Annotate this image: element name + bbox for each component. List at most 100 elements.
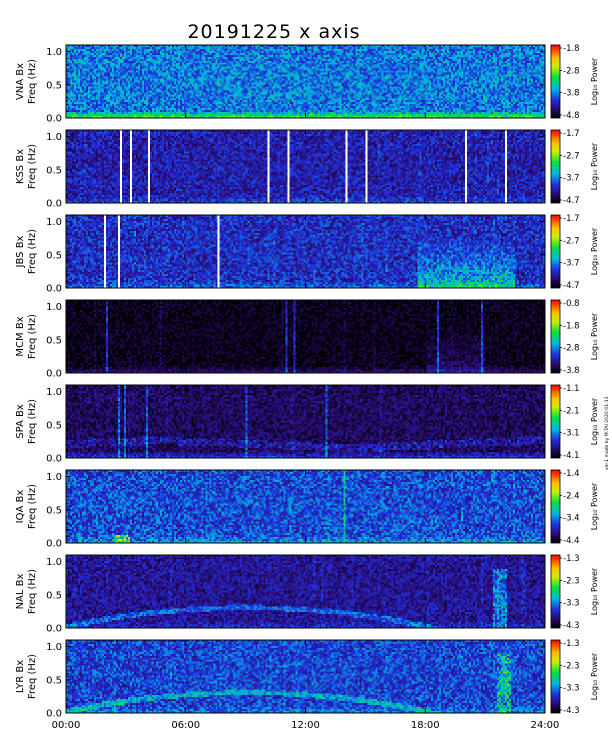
spectrogram-panel: 0.0 0.5 1.0 LYR Bx Freq (Hz) -1.3 -2.3 -3.3 -4.3… (15, 639, 599, 720)
y-tick-label: 0.0 (46, 454, 62, 465)
station-label: MCM Bx (15, 316, 26, 356)
colorbar-label: Log₁₀ Power (590, 312, 599, 360)
y-tick-label: 0.0 (46, 284, 62, 295)
y-axis-label: Freq (Hz) (27, 229, 38, 274)
colorbar (550, 299, 561, 374)
colorbar-label: Log₁₀ Power (590, 652, 599, 700)
y-tick-label: 0.0 (46, 709, 62, 720)
station-label: VNA Bx (15, 63, 26, 100)
station-label: NAL Bx (15, 573, 26, 609)
colorbar-tick-label: -2.8 (563, 344, 580, 354)
y-tick-label: 0.0 (46, 624, 62, 635)
station-label: SPA Bx (15, 404, 26, 439)
y-tick-label: 0.0 (46, 539, 62, 550)
station-label: IQA Bx (15, 490, 26, 524)
colorbar-tick-label: -3.7 (563, 174, 580, 184)
colorbar-tick-label: -3.3 (563, 599, 580, 609)
colorbar-tick-label: -2.8 (563, 66, 580, 76)
colorbar (550, 639, 561, 714)
station-label: LYR Bx (15, 660, 26, 693)
colorbar-tick-label: -4.3 (563, 706, 580, 716)
y-tick-label: 1.0 (46, 132, 62, 143)
colorbar-tick-label: -4.7 (563, 196, 580, 206)
colorbar-tick-label: -4.1 (563, 451, 580, 461)
colorbar-tick-label: -3.8 (563, 89, 580, 99)
colorbar-label: Log₁₀ Power (590, 482, 599, 530)
colorbar-tick-label: -3.3 (563, 684, 580, 694)
side-note: ver.1 made by M.TAI 2020-01-13 (604, 396, 610, 470)
colorbar-tick-label: -3.8 (563, 366, 580, 376)
spectrogram-image (66, 215, 545, 288)
x-tick-label: 06:00 (171, 720, 200, 731)
y-axis-label: Freq (Hz) (27, 314, 38, 359)
colorbar-tick-label: -1.8 (563, 321, 580, 331)
y-tick-label: 0.5 (46, 80, 62, 91)
y-tick-label: 0.5 (46, 250, 62, 261)
colorbar-tick-label: -3.1 (563, 429, 580, 439)
spectrogram-panel: 0.0 0.5 1.0 KSS Bx Freq (Hz) -1.7 -2.7 -3.7 -4.7… (15, 129, 599, 210)
y-tick-label: 1.0 (46, 387, 62, 398)
spectrogram-panel: 0.0 0.5 1.0 MCM Bx Freq (Hz) -0.8 -1.8 -2.8 -3.8… (15, 299, 599, 380)
colorbar-label: Log₁₀ Power (590, 567, 599, 615)
y-tick-label: 0.0 (46, 114, 62, 125)
y-tick-label: 0.0 (46, 369, 62, 380)
colorbar-tick-label: -1.3 (563, 554, 580, 564)
colorbar-tick-label: -1.7 (563, 214, 580, 224)
y-tick-label: 0.5 (46, 420, 62, 431)
station-label: KSS Bx (15, 149, 26, 184)
x-tick-label: 18:00 (411, 720, 440, 731)
colorbar (550, 469, 561, 544)
colorbar (550, 554, 561, 629)
spectrogram-panel: 0.0 0.5 1.0 NAL Bx Freq (Hz) -1.3 -2.3 -3.3 -4.3… (15, 554, 599, 635)
spectrogram-panel: 0.0 0.5 1.0 VNA Bx Freq (Hz) -1.8 -2.8 -3.8 -4.8… (15, 44, 599, 125)
colorbar (550, 384, 561, 459)
colorbar-tick-label: -4.7 (563, 281, 580, 291)
colorbar-tick-label: -2.3 (563, 576, 580, 586)
colorbar-label: Log₁₀ Power (590, 227, 599, 275)
colorbar-tick-label: -2.7 (563, 236, 580, 246)
spectrogram-panel: 0.0 0.5 1.0 SPA Bx Freq (Hz) -1.1 -2.1 -3.1 -4.1… (15, 384, 599, 465)
y-tick-label: 1.0 (46, 472, 62, 483)
y-axis-label: Freq (Hz) (27, 654, 38, 699)
colorbar (550, 214, 561, 289)
y-axis-label: Freq (Hz) (27, 59, 38, 104)
spectrogram-image (66, 130, 545, 203)
x-tick-label: 00:00 (52, 720, 81, 731)
colorbar-tick-label: -2.4 (563, 491, 580, 501)
colorbar (550, 44, 561, 119)
y-tick-label: 0.5 (46, 590, 62, 601)
colorbar-tick-label: -1.7 (563, 129, 580, 139)
y-tick-label: 1.0 (46, 302, 62, 313)
spectrogram-image (66, 470, 545, 543)
colorbar-label: Log₁₀ Power (590, 57, 599, 105)
colorbar-tick-label: -0.8 (563, 299, 580, 309)
spectrogram-image (66, 640, 545, 713)
x-tick-label: 12:00 (291, 720, 320, 731)
colorbar-label: Log₁₀ Power (590, 142, 599, 190)
y-tick-label: 0.5 (46, 335, 62, 346)
y-axis-label: Freq (Hz) (27, 144, 38, 189)
station-label: JBS Bx (15, 235, 26, 268)
colorbar-tick-label: -4.8 (563, 111, 580, 121)
y-tick-label: 0.5 (46, 505, 62, 516)
y-axis-label: Freq (Hz) (27, 569, 38, 614)
spectrogram-panel: 0.0 0.5 1.0 JBS Bx Freq (Hz) -1.7 -2.7 -3.7 -4.7… (15, 214, 599, 295)
y-axis-label: Freq (Hz) (27, 399, 38, 444)
colorbar-tick-label: -2.1 (563, 406, 580, 416)
colorbar-tick-label: -2.7 (563, 151, 580, 161)
y-axis-label: Freq (Hz) (27, 484, 38, 529)
spectrogram-image (66, 45, 545, 118)
colorbar-tick-label: -2.3 (563, 661, 580, 671)
y-tick-label: 1.0 (46, 47, 62, 58)
colorbar-tick-label: -1.4 (563, 469, 580, 479)
spectrogram-image (66, 385, 545, 458)
y-tick-label: 1.0 (46, 642, 62, 653)
colorbar-tick-label: -4.3 (563, 621, 580, 631)
colorbar-tick-label: -1.3 (563, 639, 580, 649)
y-tick-label: 1.0 (46, 217, 62, 228)
spectrogram-image (66, 555, 545, 628)
x-tick-label: 24:00 (531, 720, 560, 731)
colorbar-tick-label: -1.8 (563, 44, 580, 54)
colorbar (550, 129, 561, 204)
